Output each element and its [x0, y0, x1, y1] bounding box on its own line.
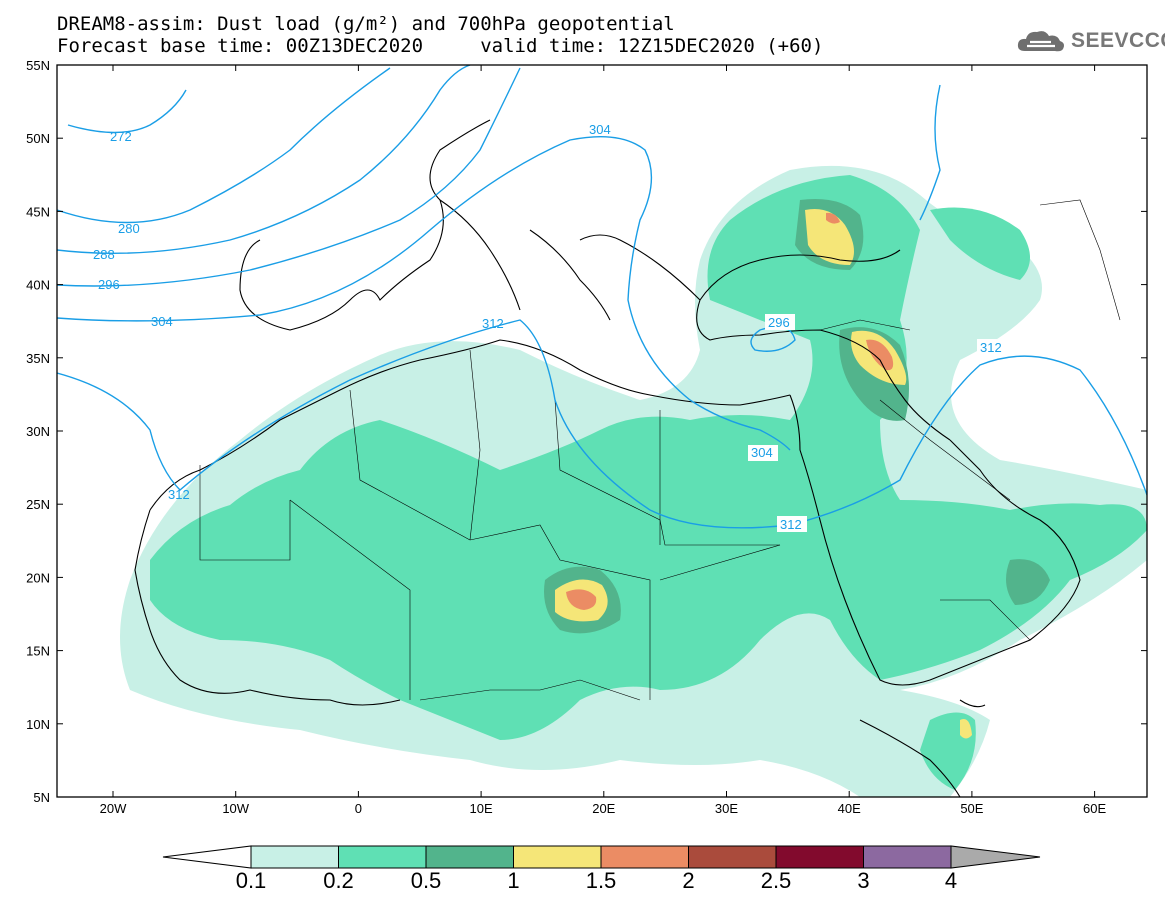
country-borders — [199, 199, 1121, 701]
colorbar-label: 2 — [682, 868, 695, 893]
geopotential-contours — [57, 65, 1147, 529]
colorbar-label: 0.2 — [323, 868, 354, 893]
seevccc-logo: SEEVCCC — [1015, 26, 1165, 56]
colorbar-label: 0.1 — [235, 868, 267, 893]
colorbar-under-triangle — [162, 845, 252, 869]
lon-label: 10E — [470, 801, 493, 816]
lon-label: 50E — [960, 801, 983, 816]
lat-label: 35N — [26, 351, 50, 366]
lon-label: 20E — [592, 801, 615, 816]
lat-label: 40N — [26, 278, 50, 293]
colorbar-label: 4 — [944, 868, 958, 893]
lat-label: 25N — [26, 497, 50, 512]
colorbar-swatch — [600, 845, 689, 869]
colorbar-swatch — [425, 845, 514, 869]
lon-label: 40E — [838, 801, 861, 816]
colorbar-label: 0.5 — [410, 868, 442, 893]
colorbar-swatch — [863, 845, 952, 869]
contour-label-312-sudan: 312 — [780, 517, 802, 532]
contour-label-312-iran: 312 — [980, 340, 1002, 355]
contour-labels: 272 280 288 296 304 304 312 312 296 304 … — [93, 122, 1007, 532]
cloud-icon — [1017, 31, 1064, 52]
coastlines — [134, 119, 1081, 797]
colorbar-over-triangle — [950, 845, 1041, 869]
lon-label: 20W — [100, 801, 127, 816]
lon-label: 0 — [355, 801, 362, 816]
lat-label: 5N — [33, 790, 50, 805]
colorbar — [162, 845, 1041, 869]
lat-label: 55N — [26, 58, 50, 73]
colorbar-swatch — [250, 845, 339, 869]
map-title: DREAM8-assim: Dust load (g/m²) and 700hP… — [57, 13, 675, 35]
lat-label: 30N — [26, 424, 50, 439]
lat-label: 15N — [26, 644, 50, 659]
contour-label-280: 280 — [118, 221, 140, 236]
lat-label: 50N — [26, 131, 50, 146]
lon-label: 60E — [1083, 801, 1106, 816]
contour-label-304-north: 304 — [589, 122, 611, 137]
contour-label-288: 288 — [93, 247, 115, 262]
contour-label-296: 296 — [98, 277, 120, 292]
lat-label: 45N — [26, 204, 50, 219]
colorbar-label: 1 — [507, 868, 520, 893]
latitude-axis: 55N 50N 45N 40N 35N 30N 25N 20N 15N 10N 5N — [26, 58, 1147, 805]
lat-label: 20N — [26, 570, 50, 585]
logo-text: SEEVCCC — [1071, 29, 1165, 52]
contour-label-312-tunisia: 312 — [482, 316, 504, 331]
longitude-axis: 20W 10W 0 10E 20E 30E 40E 50E 60E — [100, 65, 1106, 816]
dust-shading — [120, 165, 1147, 797]
contour-label-312-west: 312 — [168, 487, 190, 502]
contour-label-296-cyprus: 296 — [768, 315, 790, 330]
colorbar-label: 1.5 — [585, 868, 617, 893]
contour-label-304-egypt: 304 — [751, 445, 773, 460]
colorbar-swatch — [688, 845, 777, 869]
lon-label: 30E — [715, 801, 738, 816]
lat-label: 10N — [26, 717, 50, 732]
forecast-times: Forecast base time: 00Z13DEC2020 valid t… — [57, 35, 824, 57]
colorbar-swatch — [513, 845, 602, 869]
colorbar-label: 2.5 — [760, 868, 792, 893]
lon-label: 10W — [222, 801, 249, 816]
contour-label-304-west: 304 — [151, 314, 173, 329]
contour-label-272: 272 — [110, 129, 132, 144]
colorbar-swatch — [338, 845, 427, 869]
colorbar-swatch — [775, 845, 864, 869]
colorbar-label: 3 — [857, 868, 870, 893]
